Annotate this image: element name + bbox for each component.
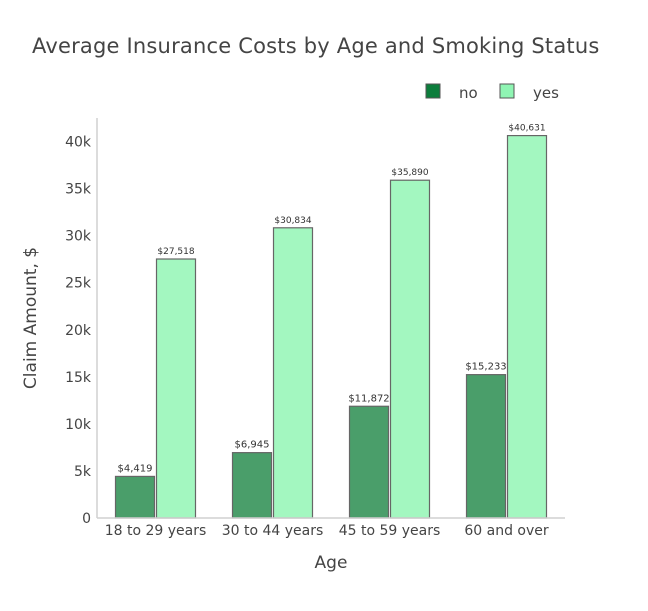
bars: $4,419 $27,518 $6,945 $30,834 $11,872 $35,890…	[114, 124, 548, 519]
legend-swatch-no[interactable]	[425, 83, 441, 99]
x-axis: 18 to 29 years 30 to 44 years 45 to 59 yea…	[97, 517, 565, 539]
bar-value-label: $4,419	[118, 463, 153, 474]
bar-no[interactable]	[114, 475, 156, 519]
bar-value-label: $40,631	[508, 124, 545, 134]
y-tick-label: 35k	[65, 182, 92, 198]
x-axis-label: Age	[315, 553, 348, 573]
x-tick-label: 45 to 59 years	[339, 523, 441, 539]
bar-value-label: $11,872	[348, 393, 389, 404]
y-tick-label: 25k	[65, 276, 92, 292]
bar-no[interactable]	[348, 405, 390, 519]
y-tick-label: 0	[82, 511, 91, 527]
y-tick-label: 10k	[65, 417, 92, 433]
bar-value-label: $6,945	[235, 440, 270, 451]
y-tick-label: 20k	[65, 323, 92, 339]
bar-value-label: $27,518	[157, 247, 194, 257]
bar-no[interactable]	[231, 452, 273, 519]
x-tick-label: 60 and over	[464, 523, 549, 539]
y-tick-label: 30k	[65, 229, 92, 245]
x-tick-label: 18 to 29 years	[105, 523, 207, 539]
chart-title: Average Insurance Costs by Age and Smoki…	[32, 34, 600, 58]
legend-swatch-yes[interactable]	[499, 83, 515, 99]
bar-yes[interactable]	[389, 179, 431, 519]
y-tick-label: 40k	[65, 135, 92, 151]
bar-yes[interactable]	[155, 258, 197, 519]
bar-value-label: $30,834	[274, 216, 311, 226]
legend-label-no[interactable]: no	[459, 84, 478, 102]
y-axis-label: Claim Amount, $	[21, 247, 41, 389]
y-axis: 0 5k 10k 15k 20k 25k 30k 35k 40k	[65, 118, 98, 527]
y-tick-label: 15k	[65, 370, 92, 386]
bar-no[interactable]	[465, 374, 507, 519]
x-tick-label: 30 to 44 years	[222, 523, 324, 539]
bar-value-label: $15,233	[465, 362, 506, 373]
legend[interactable]: no yes	[425, 83, 559, 102]
legend-label-yes[interactable]: yes	[533, 84, 559, 102]
bar-yes[interactable]	[506, 134, 548, 519]
bar-value-label: $35,890	[391, 168, 428, 178]
y-tick-label: 5k	[74, 464, 92, 480]
bar-yes[interactable]	[272, 227, 314, 519]
